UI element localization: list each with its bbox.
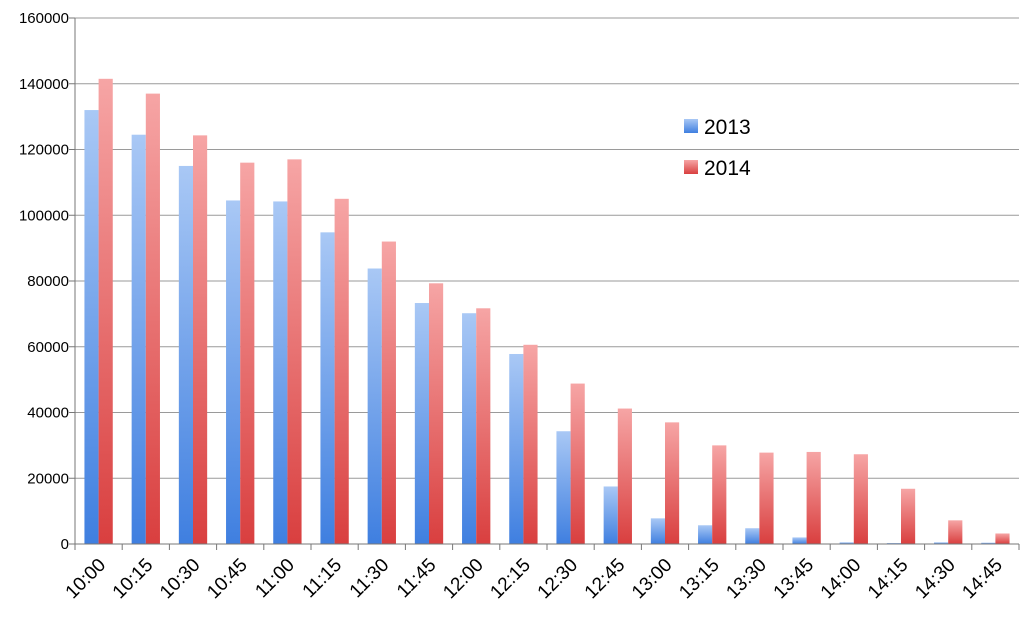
bar-2014-1415 [901,488,916,544]
bar-2013-1345 [792,537,807,544]
bar-2013-1445 [981,542,996,544]
bar-2013-1330 [745,528,760,544]
legend-swatch-2014 [684,160,698,174]
x-tick-label: 10:00 [62,555,110,603]
bar-2013-1230 [556,431,571,544]
bar-2014-1115 [334,198,349,544]
x-tick-label: 12:30 [534,555,582,603]
bar-2014-1430 [948,520,963,544]
bar-2013-1115 [320,232,335,544]
legend: 2013 2014 [684,116,751,180]
bar-2014-1245 [617,408,632,544]
x-tick-label: 11:45 [393,555,440,602]
bar-2013-1200 [462,313,477,544]
x-tick-label: 11:00 [251,555,298,602]
bar-2014-1000 [98,78,113,544]
bar-2013-1015 [131,134,146,545]
bar-2014-1030 [193,135,208,544]
x-tick-label: 11:15 [299,555,346,602]
x-tick-label: 11:30 [346,555,393,602]
x-tick-label: 13:30 [722,555,770,603]
bar-2014-1215 [523,344,538,544]
y-tick-label: 80000 [27,273,69,290]
bar-2013-1430 [934,542,949,544]
x-tick-label: 13:45 [770,555,818,603]
y-tick-label: 40000 [27,405,69,422]
legend-label-2013: 2013 [704,116,751,139]
bar-2014-1200 [476,308,491,544]
bar-2014-1100 [287,159,302,545]
axes [74,18,1020,550]
bar-2013-1400 [839,542,854,544]
y-tick-label: 60000 [27,339,69,356]
y-tick-labels: 0 20000 40000 60000 80000 100000 120000 140000 1… [19,10,69,553]
bar-2014-1445 [995,533,1010,544]
x-tick-label: 12:45 [581,555,629,603]
x-tick-label: 14:30 [911,555,959,603]
bar-2013-1145 [414,303,429,544]
bar-2013-1030 [178,165,193,544]
x-tick-label: 14:15 [864,555,912,603]
bars [84,78,1010,545]
bar-2014-1230 [570,383,585,544]
x-tick-label: 13:00 [628,555,676,603]
y-tick-label: 120000 [19,142,69,159]
y-tick-label: 140000 [19,76,69,93]
y-tick-label: 0 [61,536,69,553]
bar-2014-1130 [381,241,396,545]
x-tick-label: 12:15 [486,555,534,603]
bar-2013-1315 [698,525,713,544]
bar-2013-1000 [84,110,99,545]
legend-label-2014: 2014 [704,157,751,180]
bar-2013-1215 [509,353,524,544]
y-tick-label: 160000 [19,10,69,27]
x-tick-label: 14:45 [958,555,1006,603]
bar-2014-1400 [853,454,868,544]
x-tick-label: 13:15 [675,555,723,603]
bar-2014-1345 [806,451,821,544]
bar-2014-1315 [712,445,727,544]
x-tick-label: 10:30 [156,555,204,603]
bar-2014-1015 [145,93,160,545]
y-tick-label: 20000 [27,470,69,487]
x-tick-label: 10:45 [203,555,251,603]
x-tick-label: 12:00 [439,555,487,603]
legend-swatch-2013 [684,119,698,133]
bar-2013-1100 [273,201,288,544]
x-tick-label: 10:15 [109,555,157,603]
bar-2014-1330 [759,452,774,544]
bar-2014-1145 [429,283,444,544]
y-tick-label: 100000 [19,207,69,224]
gridlines [69,17,1019,545]
x-tick-label: 14:00 [817,555,865,603]
bar-2013-1130 [367,268,382,544]
bar-2013-1045 [226,200,241,545]
bar-2013-1300 [650,518,665,544]
bar-2014-1300 [665,422,680,544]
bar-2013-1245 [603,486,618,544]
bar-2014-1045 [240,162,255,544]
